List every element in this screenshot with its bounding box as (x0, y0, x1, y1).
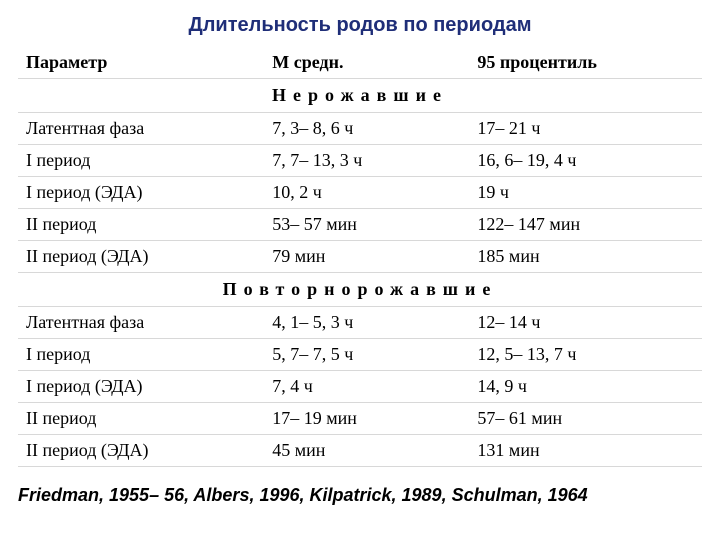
cell-p95: 16, 6– 19, 4 ч (469, 145, 702, 177)
cell-p95: 131 мин (469, 435, 702, 467)
cell-p95: 122– 147 мин (469, 209, 702, 241)
section-label: Повторнорожавшие (18, 273, 702, 307)
cell-param: II период (18, 209, 264, 241)
cell-param: II период (ЭДА) (18, 241, 264, 273)
cell-mean: 5, 7– 7, 5 ч (264, 339, 469, 371)
section-label: Нерожавшие (18, 79, 702, 113)
citation-text: Friedman, 1955– 56, Albers, 1996, Kilpat… (18, 485, 702, 506)
table-row: II период (ЭДА) 79 мин 185 мин (18, 241, 702, 273)
cell-mean: 7, 3– 8, 6 ч (264, 113, 469, 145)
cell-param: I период (ЭДА) (18, 177, 264, 209)
table-row: II период 17– 19 мин 57– 61 мин (18, 403, 702, 435)
table-row: II период (ЭДА) 45 мин 131 мин (18, 435, 702, 467)
table-row: I период 7, 7– 13, 3 ч 16, 6– 19, 4 ч (18, 145, 702, 177)
cell-p95: 57– 61 мин (469, 403, 702, 435)
table-header-row: Параметр М средн. 95 процентиль (18, 47, 702, 79)
cell-mean: 79 мин (264, 241, 469, 273)
labor-duration-table: Параметр М средн. 95 процентиль Нерожавш… (18, 47, 702, 467)
section-multiparous: Повторнорожавшие (18, 273, 702, 307)
table-row: I период (ЭДА) 7, 4 ч 14, 9 ч (18, 371, 702, 403)
cell-p95: 14, 9 ч (469, 371, 702, 403)
cell-mean: 45 мин (264, 435, 469, 467)
header-mean: М средн. (264, 47, 469, 79)
cell-param: I период (18, 339, 264, 371)
cell-p95: 12– 14 ч (469, 307, 702, 339)
cell-param: I период (18, 145, 264, 177)
cell-mean: 10, 2 ч (264, 177, 469, 209)
table-row: Латентная фаза 7, 3– 8, 6 ч 17– 21 ч (18, 113, 702, 145)
page-title: Длительность родов по периодам (18, 14, 702, 37)
header-p95: 95 процентиль (469, 47, 702, 79)
table-row: Латентная фаза 4, 1– 5, 3 ч 12– 14 ч (18, 307, 702, 339)
cell-mean: 17– 19 мин (264, 403, 469, 435)
cell-p95: 17– 21 ч (469, 113, 702, 145)
cell-param: II период (ЭДА) (18, 435, 264, 467)
cell-param: I период (ЭДА) (18, 371, 264, 403)
cell-param: Латентная фаза (18, 307, 264, 339)
table-row: I период 5, 7– 7, 5 ч 12, 5– 13, 7 ч (18, 339, 702, 371)
header-parameter: Параметр (18, 47, 264, 79)
table-row: I период (ЭДА) 10, 2 ч 19 ч (18, 177, 702, 209)
cell-p95: 19 ч (469, 177, 702, 209)
cell-p95: 185 мин (469, 241, 702, 273)
cell-mean: 7, 4 ч (264, 371, 469, 403)
cell-p95: 12, 5– 13, 7 ч (469, 339, 702, 371)
cell-param: Латентная фаза (18, 113, 264, 145)
cell-mean: 53– 57 мин (264, 209, 469, 241)
cell-mean: 4, 1– 5, 3 ч (264, 307, 469, 339)
section-nulliparous: Нерожавшие (18, 79, 702, 113)
table-row: II период 53– 57 мин 122– 147 мин (18, 209, 702, 241)
cell-param: II период (18, 403, 264, 435)
cell-mean: 7, 7– 13, 3 ч (264, 145, 469, 177)
